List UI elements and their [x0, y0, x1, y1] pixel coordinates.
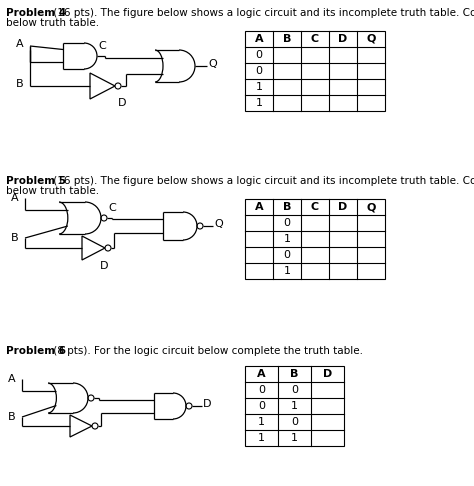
Text: B: B — [283, 202, 291, 212]
Text: D: D — [203, 399, 211, 409]
Text: Q: Q — [366, 34, 376, 44]
Text: 1: 1 — [291, 401, 298, 411]
Text: Q: Q — [366, 202, 376, 212]
Text: Problem 5: Problem 5 — [6, 176, 66, 186]
Text: D: D — [338, 34, 347, 44]
Text: A: A — [255, 34, 264, 44]
Text: D: D — [100, 261, 109, 271]
Text: B: B — [9, 412, 16, 422]
Text: (8 pts). For the logic circuit below complete the truth table.: (8 pts). For the logic circuit below com… — [50, 346, 363, 356]
Text: C: C — [311, 202, 319, 212]
Bar — [245, 199, 385, 279]
Text: A: A — [255, 202, 264, 212]
Text: below truth table.: below truth table. — [6, 18, 99, 28]
Text: 1: 1 — [258, 417, 265, 427]
Bar — [245, 366, 344, 446]
Text: Q: Q — [208, 59, 217, 69]
Text: B: B — [283, 34, 291, 44]
Text: A: A — [9, 374, 16, 384]
Text: 0: 0 — [291, 385, 298, 395]
Text: 1: 1 — [291, 433, 298, 443]
Text: 1: 1 — [255, 82, 263, 92]
Bar — [245, 31, 385, 111]
Text: A: A — [17, 39, 24, 49]
Text: 1: 1 — [258, 433, 265, 443]
Text: Problem 6: Problem 6 — [6, 346, 66, 356]
Text: B: B — [11, 233, 19, 243]
Text: below truth table.: below truth table. — [6, 186, 99, 196]
Text: D: D — [323, 369, 332, 379]
Text: C: C — [98, 41, 106, 51]
Text: 0: 0 — [258, 401, 265, 411]
Text: D: D — [118, 98, 127, 108]
Text: B: B — [290, 369, 299, 379]
Text: 0: 0 — [255, 50, 263, 60]
Text: (16 pts). The figure below shows a logic circuit and its incomplete truth table.: (16 pts). The figure below shows a logic… — [50, 176, 474, 186]
Text: 1: 1 — [255, 98, 263, 108]
Text: Problem 4: Problem 4 — [6, 8, 66, 18]
Text: (16 pts). The figure below shows a logic circuit and its incomplete truth table.: (16 pts). The figure below shows a logic… — [50, 8, 474, 18]
Text: 0: 0 — [291, 417, 298, 427]
Text: C: C — [311, 34, 319, 44]
Text: A: A — [11, 193, 19, 203]
Text: C: C — [108, 203, 116, 213]
Text: Q: Q — [214, 219, 223, 229]
Text: B: B — [17, 79, 24, 89]
Text: 0: 0 — [283, 250, 291, 260]
Text: D: D — [338, 202, 347, 212]
Text: 1: 1 — [283, 234, 291, 244]
Text: 0: 0 — [258, 385, 265, 395]
Text: A: A — [257, 369, 266, 379]
Text: 1: 1 — [283, 266, 291, 276]
Text: 0: 0 — [283, 218, 291, 228]
Text: 0: 0 — [255, 66, 263, 76]
